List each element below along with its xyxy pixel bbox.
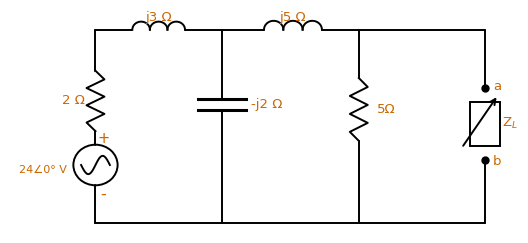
Bar [470, 102, 500, 146]
Text: Z$_L$: Z$_L$ [502, 116, 518, 131]
Text: 24∠0° V: 24∠0° V [19, 165, 67, 175]
Text: 2 Ω: 2 Ω [62, 95, 85, 107]
Text: j3 Ω: j3 Ω [145, 11, 172, 24]
Text: -j2 Ω: -j2 Ω [251, 98, 282, 111]
Text: a: a [493, 80, 501, 93]
Text: b: b [493, 155, 502, 168]
Text: +: + [97, 131, 109, 146]
Text: 5Ω: 5Ω [377, 103, 396, 116]
Text: j5 Ω: j5 Ω [280, 11, 306, 24]
Text: -: - [100, 186, 106, 201]
